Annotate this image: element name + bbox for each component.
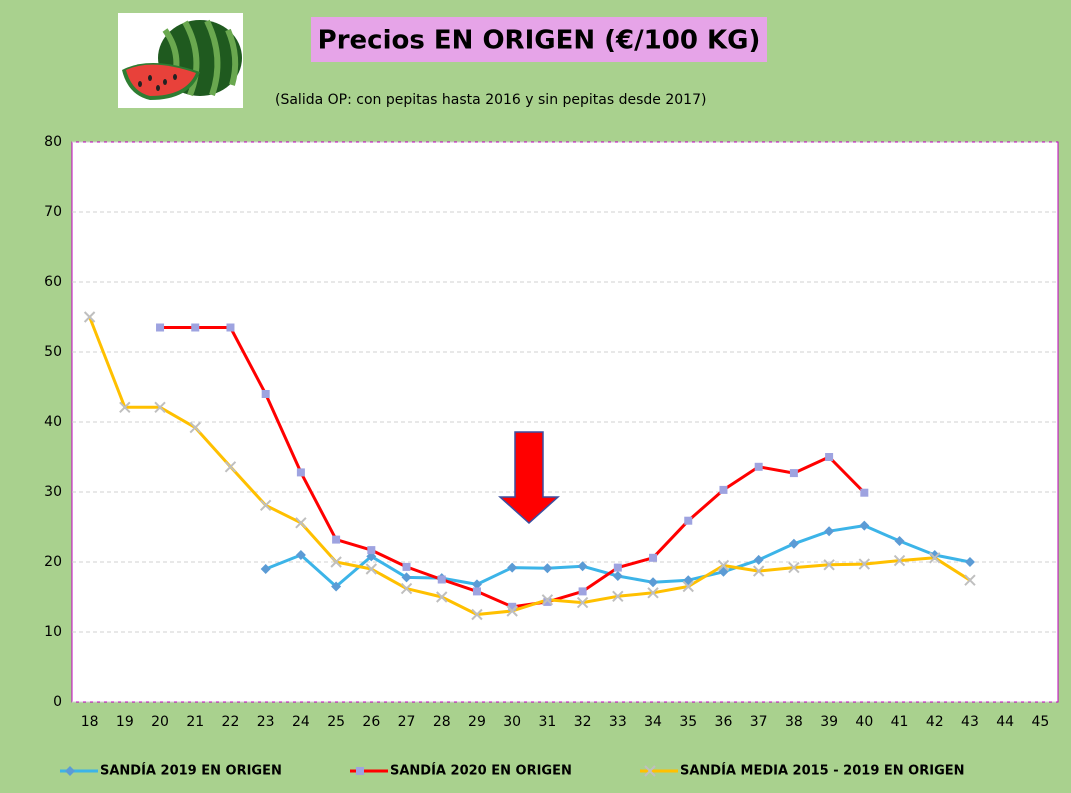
- x-tick-label: 24: [292, 714, 310, 730]
- x-tick-label: 29: [468, 714, 486, 730]
- x-tick-label: 41: [891, 714, 909, 730]
- y-tick-label: 10: [44, 624, 62, 640]
- x-tick-label: 35: [679, 714, 697, 730]
- point-marker: [191, 324, 199, 332]
- x-tick-label: 25: [327, 714, 345, 730]
- point-marker: [755, 463, 763, 471]
- y-tick-label: 50: [44, 344, 62, 360]
- x-tick-label: 27: [398, 714, 416, 730]
- point-marker: [367, 546, 375, 554]
- legend-label: SANDÍA 2020 EN ORIGEN: [390, 763, 572, 779]
- x-tick-label: 21: [186, 714, 204, 730]
- x-tick-label: 23: [257, 714, 275, 730]
- point-marker: [332, 536, 340, 544]
- x-tick-label: 31: [538, 714, 556, 730]
- y-tick-label: 40: [44, 414, 62, 430]
- y-tick-label: 60: [44, 274, 62, 290]
- point-marker: [614, 564, 622, 572]
- y-tick-label: 70: [44, 204, 62, 220]
- point-marker: [262, 390, 270, 398]
- point-marker: [649, 554, 657, 562]
- legend-label: SANDÍA MEDIA 2015 - 2019 EN ORIGEN: [680, 763, 965, 779]
- point-marker: [825, 453, 833, 461]
- x-tick-label: 26: [362, 714, 380, 730]
- point-marker: [438, 576, 446, 584]
- watermelon-image: [118, 13, 243, 108]
- x-tick-label: 34: [644, 714, 662, 730]
- point-marker: [403, 563, 411, 571]
- x-tick-label: 40: [855, 714, 873, 730]
- x-tick-label: 32: [574, 714, 592, 730]
- x-tick-label: 44: [996, 714, 1014, 730]
- point-marker: [860, 489, 868, 497]
- page: {"chart_data": {"type": "line", "title":…: [0, 0, 1071, 793]
- x-tick-label: 33: [609, 714, 627, 730]
- x-tick-label: 45: [1031, 714, 1049, 730]
- point-marker: [297, 468, 305, 476]
- y-tick-label: 20: [44, 554, 62, 570]
- point-marker: [356, 767, 364, 775]
- point-marker: [473, 587, 481, 595]
- legend-label: SANDÍA 2019 EN ORIGEN: [100, 763, 282, 779]
- x-tick-label: 37: [750, 714, 768, 730]
- x-tick-label: 39: [820, 714, 838, 730]
- point-marker: [156, 324, 164, 332]
- y-tick-label: 80: [44, 134, 62, 150]
- point-marker: [65, 766, 75, 776]
- point-marker: [226, 324, 234, 332]
- point-marker: [579, 587, 587, 595]
- chart: Precios EN ORIGEN (€/100 KG) (Salida OP:…: [0, 0, 1071, 793]
- chart-subtitle: (Salida OP: con pepitas hasta 2016 y sin…: [275, 92, 706, 108]
- x-tick-label: 43: [961, 714, 979, 730]
- x-tick-label: 30: [503, 714, 521, 730]
- x-tick-label: 22: [222, 714, 240, 730]
- x-tick-label: 42: [926, 714, 944, 730]
- y-tick-label: 0: [53, 694, 62, 710]
- x-tick-label: 36: [715, 714, 733, 730]
- x-tick-label: 38: [785, 714, 803, 730]
- x-tick-label: 20: [151, 714, 169, 730]
- x-tick-label: 18: [81, 714, 99, 730]
- x-tick-label: 19: [116, 714, 134, 730]
- x-tick-label: 28: [433, 714, 451, 730]
- chart-title: Precios EN ORIGEN (€/100 KG): [318, 26, 761, 56]
- point-marker: [684, 517, 692, 525]
- point-marker: [719, 486, 727, 494]
- y-tick-label: 30: [44, 484, 62, 500]
- point-marker: [790, 469, 798, 477]
